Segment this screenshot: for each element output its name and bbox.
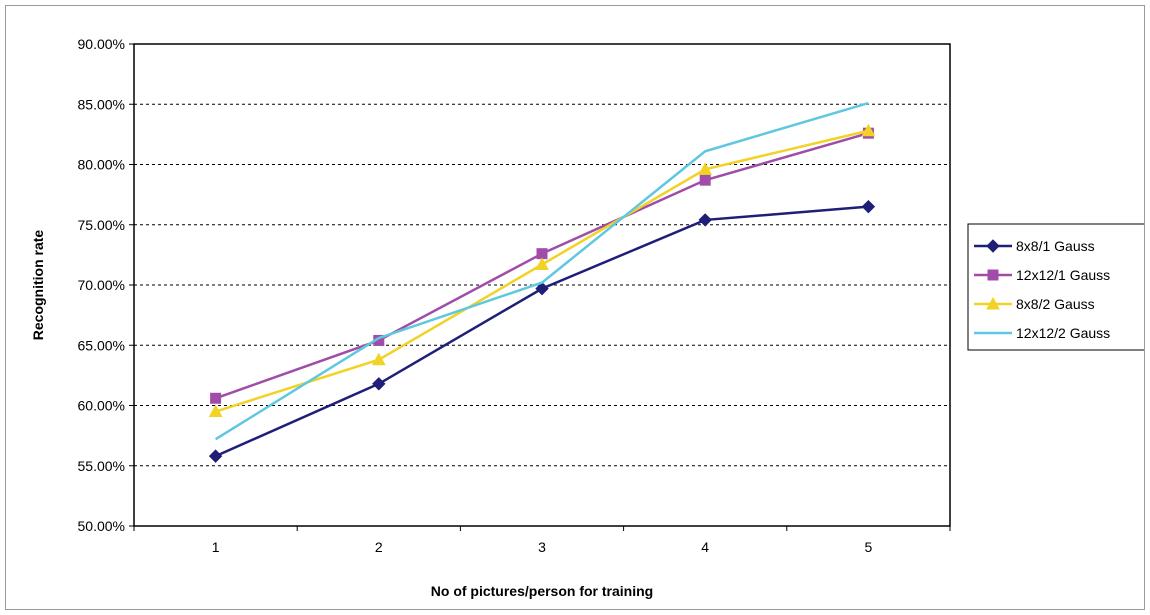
legend-label: 8x8/2 Gauss xyxy=(1016,296,1095,312)
data-point xyxy=(210,392,222,404)
data-point xyxy=(861,199,876,214)
y-tick-label: 60.00% xyxy=(78,398,125,414)
x-axis-ticks: 1 2 3 4 5 xyxy=(133,526,951,555)
series-4 xyxy=(214,101,869,441)
legend-label: 12x12/1 Gauss xyxy=(1016,267,1110,283)
y-tick-label: 50.00% xyxy=(78,518,125,534)
data-point xyxy=(699,174,711,186)
data-point xyxy=(861,123,876,137)
data-point xyxy=(371,352,386,366)
y-tick-label: 70.00% xyxy=(78,277,125,293)
legend-label: 12x12/2 Gauss xyxy=(1016,325,1110,341)
legend-item: 12x12/2 Gauss xyxy=(974,325,1110,341)
series-line xyxy=(215,129,869,413)
series-1 xyxy=(208,199,876,463)
legend-item: 8x8/2 Gauss xyxy=(974,296,1095,312)
x-tick-label: 5 xyxy=(865,539,873,555)
data-point xyxy=(698,213,712,227)
legend-marker xyxy=(987,269,999,281)
series-3 xyxy=(208,123,876,418)
x-tick-label: 4 xyxy=(701,539,709,555)
chart-frame: 50.00% 55.00% 60.00% 65.00% 70.00% 75.00% 80.0… xyxy=(5,5,1147,610)
legend-label: 8x8/1 Gauss xyxy=(1016,238,1095,254)
y-tick-label: 75.00% xyxy=(78,217,125,233)
legend-marker xyxy=(986,296,1000,310)
line-chart: 50.00% 55.00% 60.00% 65.00% 70.00% 75.00% 80.0… xyxy=(30,36,1147,599)
data-point xyxy=(535,257,549,271)
data-point xyxy=(208,449,223,463)
x-tick-label: 2 xyxy=(375,539,383,555)
y-tick-label: 85.00% xyxy=(78,96,125,112)
y-tick-label: 80.00% xyxy=(78,157,125,173)
data-point xyxy=(208,404,223,418)
y-axis-label: Recognition rate xyxy=(30,230,46,341)
series-layer xyxy=(208,101,876,463)
legend-item: 8x8/1 Gauss xyxy=(974,238,1095,254)
x-tick-label: 1 xyxy=(212,539,220,555)
data-point xyxy=(536,248,548,260)
legend-item: 12x12/1 Gauss xyxy=(974,267,1110,283)
data-point xyxy=(535,281,549,296)
data-point xyxy=(698,162,713,175)
x-tick-label: 3 xyxy=(538,539,546,555)
y-tick-label: 65.00% xyxy=(78,337,125,353)
legend-marker xyxy=(986,239,1000,253)
legend: 8x8/1 Gauss 12x12/1 Gauss 8x8/2 Gauss 12x12… xyxy=(967,223,1147,351)
data-point xyxy=(372,377,386,391)
y-axis-ticks: 50.00% 55.00% 60.00% 65.00% 70.00% 75.00% 80.0… xyxy=(78,36,134,534)
series-line xyxy=(215,205,869,458)
x-axis-label: No of pictures/person for training xyxy=(431,583,653,599)
y-tick-label: 55.00% xyxy=(78,458,125,474)
y-tick-label: 90.00% xyxy=(78,36,125,52)
series-line xyxy=(214,101,869,441)
